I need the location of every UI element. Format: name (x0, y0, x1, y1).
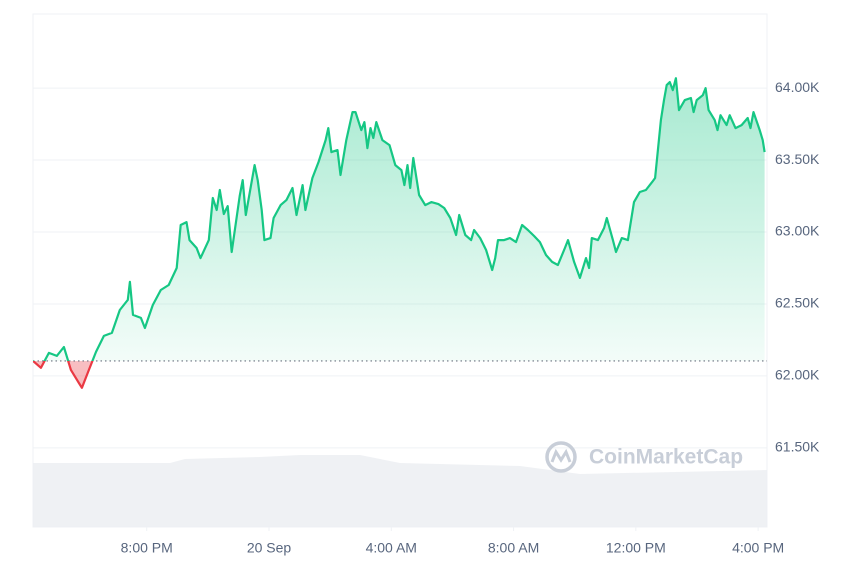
x-tick-label: 8:00 PM (121, 540, 173, 556)
watermark-logo (545, 441, 577, 473)
x-tick-label: 20 Sep (247, 540, 292, 556)
y-tick-label: 62.00K (775, 367, 820, 383)
y-tick-label: 62.50K (775, 295, 820, 311)
y-tick-label: 61.50K (775, 439, 820, 455)
y-tick-label: 63.50K (775, 151, 820, 167)
watermark-logo-mark (550, 448, 572, 463)
price-line (33, 77, 766, 361)
area-above (33, 78, 765, 361)
x-tick-label: 12:00 PM (606, 540, 666, 556)
x-tick-label: 8:00 AM (488, 540, 539, 556)
watermark-text: CoinMarketCap (589, 446, 743, 469)
y-tick-label: 64.00K (775, 79, 820, 95)
y-tick-label: 63.00K (775, 223, 820, 239)
watermark: CoinMarketCap (545, 441, 743, 473)
x-tick-label: 4:00 AM (366, 540, 417, 556)
x-tick-label: 4:00 PM (732, 540, 784, 556)
volume-area (33, 455, 767, 527)
